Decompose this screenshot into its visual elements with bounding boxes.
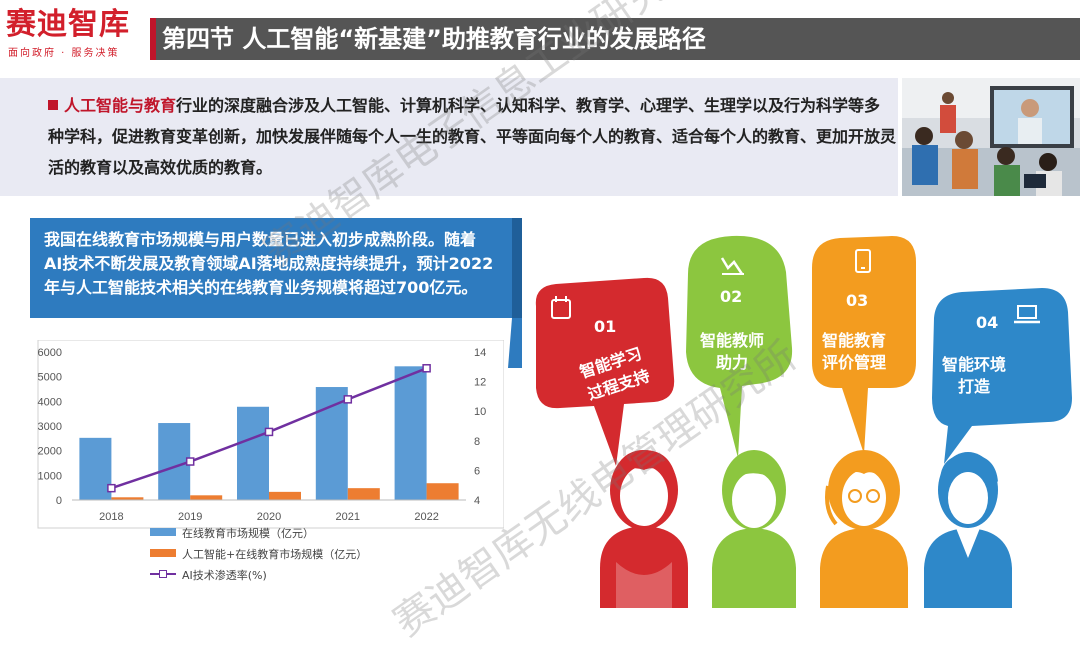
bar-market [315,387,348,500]
brand-name: 赛迪智库 [6,7,130,42]
intro-highlight: 人工智能与教育 [64,96,177,115]
rate-point [107,483,116,493]
callout-bubble [30,218,522,368]
y-left-tick-label: 2000 [38,446,62,458]
page-title: 第四节 人工智能“新基建”助推教育行业的发展路径 [162,25,706,53]
bubble-02-number: 02 [720,287,742,306]
bullet-icon [48,100,58,110]
bubble-01: 01 智能学习 过程支持 [535,277,675,466]
y-left-tick-label: 5000 [38,372,62,384]
bar-ai [269,491,301,500]
intro-paragraph: 人工智能与教育行业的深度融合涉及人工智能、计算机科学、认知科学、教育学、心理学、… [48,90,896,183]
bubble-04-number: 04 [976,313,998,332]
title-bar [150,18,1080,60]
brand-logo: 赛迪智库 面向政府 · 服务决策 [6,7,146,60]
y-left-tick-label: 3000 [38,421,62,433]
legend-label-rate: AI技术渗透率(%) [182,569,267,582]
x-tick-label: 2018 [99,511,123,523]
title-accent [150,18,156,60]
legend-label-market: 在线教育市场规模（亿元） [182,527,314,540]
legend-swatch-orange [150,549,176,557]
intro-box [0,78,898,196]
bubbles-graphic: 01 智能学习 过程支持 02 智能教师 助力 03 智能教育 评价管理 04 … [535,235,1072,608]
bar-ai [190,495,223,500]
bubble-03-label2: 评价管理 [822,353,886,372]
y-left-tick-label: 0 [56,495,62,507]
y-left-tick-label: 4000 [38,396,62,408]
bubble-02: 02 智能教师 助力 [686,235,793,458]
market-chart: 0 1000 2000 3000 4000 5000 6000 4 6 8 10 12 14 2018… [37,340,504,529]
bar-market [79,437,112,500]
bubble-03-number: 03 [846,291,868,310]
bubble-02-label2: 助力 [716,353,748,372]
legend-market: 在线教育市场规模（亿元） [150,527,314,541]
bubble-04: 04 智能环境 打造 [932,288,1072,464]
person-red-icon [600,450,688,608]
phone-icon [855,249,871,273]
legend-swatch-line [150,570,176,578]
chart-frame [37,340,504,529]
y-right-tick-label: 6 [474,465,480,477]
x-tick-label: 2022 [414,511,438,523]
y-right-tick-label: 4 [474,495,480,507]
bar-ai [111,497,144,500]
legend-label-ai: 人工智能+在线教育市场规模（亿元） [182,548,368,561]
rate-point [264,427,274,437]
intro-body: 行业的深度融合涉及人工智能、计算机科学、认知科学、教育学、心理学、生理学以及行为… [48,96,897,177]
chart-icon [720,257,744,275]
classroom-photo [902,78,1080,196]
bubble-04-label2: 打造 [958,377,991,396]
bubble-03: 03 智能教育 评价管理 [812,236,916,454]
legend-swatch-blue [150,528,176,536]
legend-rate: AI技术渗透率(%) [150,569,267,583]
x-tick-label: 2019 [178,511,202,523]
person-orange-icon [820,450,908,608]
person-green-icon [712,450,796,608]
bubble-03-label1: 智能教育 [822,331,886,350]
callout-text: 我国在线教育市场规模与用户数量已进入初步成熟阶段。随着AI技术不断发展及教育领域… [44,230,494,297]
rate-point [185,457,195,466]
y-right-tick-label: 14 [474,347,486,359]
laptop-icon [1014,305,1040,324]
bar-market [158,423,191,500]
rate-point [343,395,353,404]
bubble-02-label1: 智能教师 [700,331,764,350]
y-right-tick-label: 10 [474,406,486,418]
y-left-tick-label: 6000 [38,347,62,359]
bubble-01-number: 01 [594,317,616,336]
bar-ai [347,488,380,500]
bar-ai [426,483,459,500]
bubble-04-label1: 智能环境 [942,355,1006,374]
y-left-tick-label: 1000 [38,470,62,482]
x-tick-label: 2021 [336,511,360,523]
brand-tagline: 面向政府 · 服务决策 [8,48,120,59]
y-right-tick-label: 12 [474,377,486,389]
bar-market [237,406,269,500]
x-tick-label: 2020 [257,511,281,523]
person-blue-icon [924,452,1012,608]
rate-point [422,364,431,373]
calendar-icon [551,296,571,319]
y-right-tick-label: 8 [474,436,480,448]
bar-market [394,366,427,500]
legend-ai: 人工智能+在线教育市场规模（亿元） [150,548,367,562]
